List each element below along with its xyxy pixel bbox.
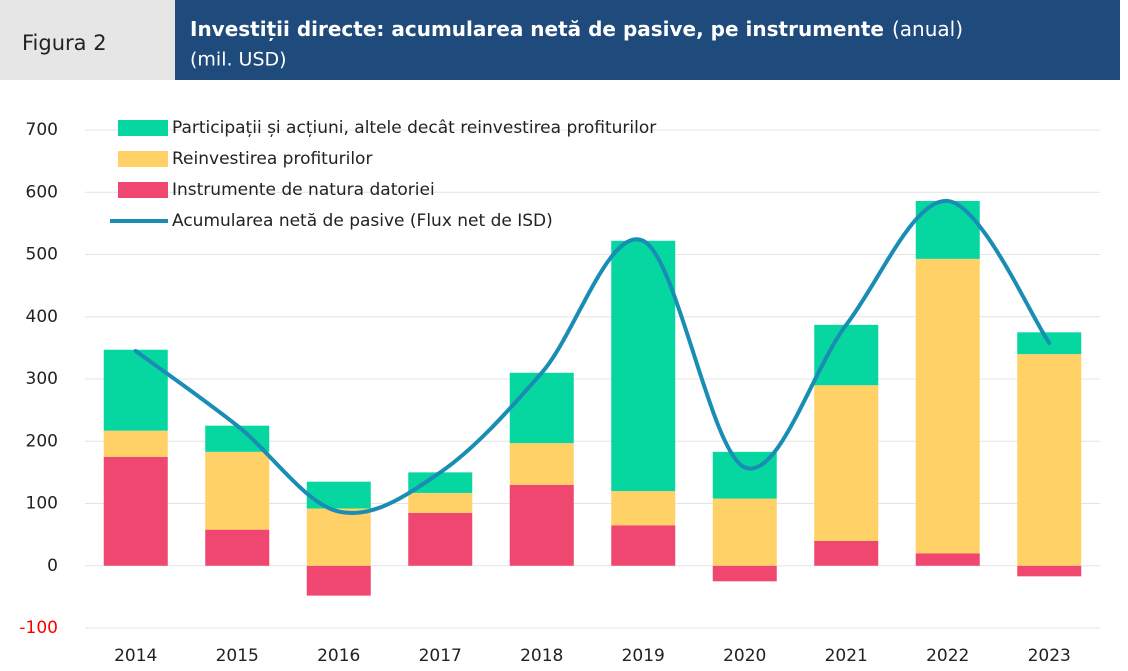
y-tick-label: 400 [26,307,58,327]
bar [408,472,473,493]
y-tick-label: 700 [26,120,58,140]
y-tick-label: 100 [26,494,58,514]
title-main: Investiții directe: acumularea netă de p… [190,17,884,41]
y-tick-label: 200 [26,431,58,451]
bar [103,349,168,431]
figure-label-box [0,0,175,80]
bar [712,498,777,566]
x-tick-label: 2021 [825,646,868,666]
bar [205,451,270,530]
y-tick-label: 600 [26,182,58,202]
legend-swatch [118,151,168,167]
x-tick-label: 2016 [317,646,360,666]
bar [611,525,676,566]
bar [509,443,574,485]
x-tick-label: 2022 [926,646,969,666]
bar [408,492,473,513]
bar [306,508,371,566]
bar [915,258,980,554]
bar [509,372,574,444]
legend-label: Instrumente de natura datoriei [172,180,435,200]
bar [306,565,371,596]
bar [408,512,473,566]
bar [205,529,270,566]
y-tick-label: 500 [26,245,58,265]
figure-label: Figura 2 [22,31,107,55]
legend-swatch [118,120,168,136]
x-tick-label: 2017 [419,646,462,666]
bar [814,540,879,566]
legend-label: Acumularea netă de pasive (Flux net de I… [172,211,553,231]
bar [1017,354,1082,566]
bar [103,430,168,457]
chart-subtitle: (mil. USD) [190,49,287,71]
legend-label: Reinvestirea profiturilor [172,149,372,169]
x-tick-label: 2019 [622,646,665,666]
line [133,198,1052,515]
legend-swatch [118,182,168,198]
bar [814,385,879,541]
bar [611,240,676,492]
x-tick-label: 2023 [1028,646,1071,666]
bar [103,456,168,566]
bar [712,565,777,582]
x-tick-label: 2015 [216,646,259,666]
y-tick-label: 0 [47,556,58,576]
bar [814,324,879,386]
y-tick-label: -100 [19,618,58,638]
bar [306,481,371,509]
bar [611,491,676,526]
bar [509,484,574,566]
chart-title: Investiții directe: acumularea netă de p… [190,17,963,41]
x-tick-label: 2018 [520,646,563,666]
title-box [175,0,1120,80]
y-tick-label: 300 [26,369,58,389]
x-tick-label: 2020 [723,646,766,666]
bar [1017,565,1082,577]
title-note: (anual) [892,17,963,41]
bar [915,553,980,566]
x-tick-label: 2014 [114,646,157,666]
legend-label: Participații și acțiuni, altele decât re… [172,118,656,138]
